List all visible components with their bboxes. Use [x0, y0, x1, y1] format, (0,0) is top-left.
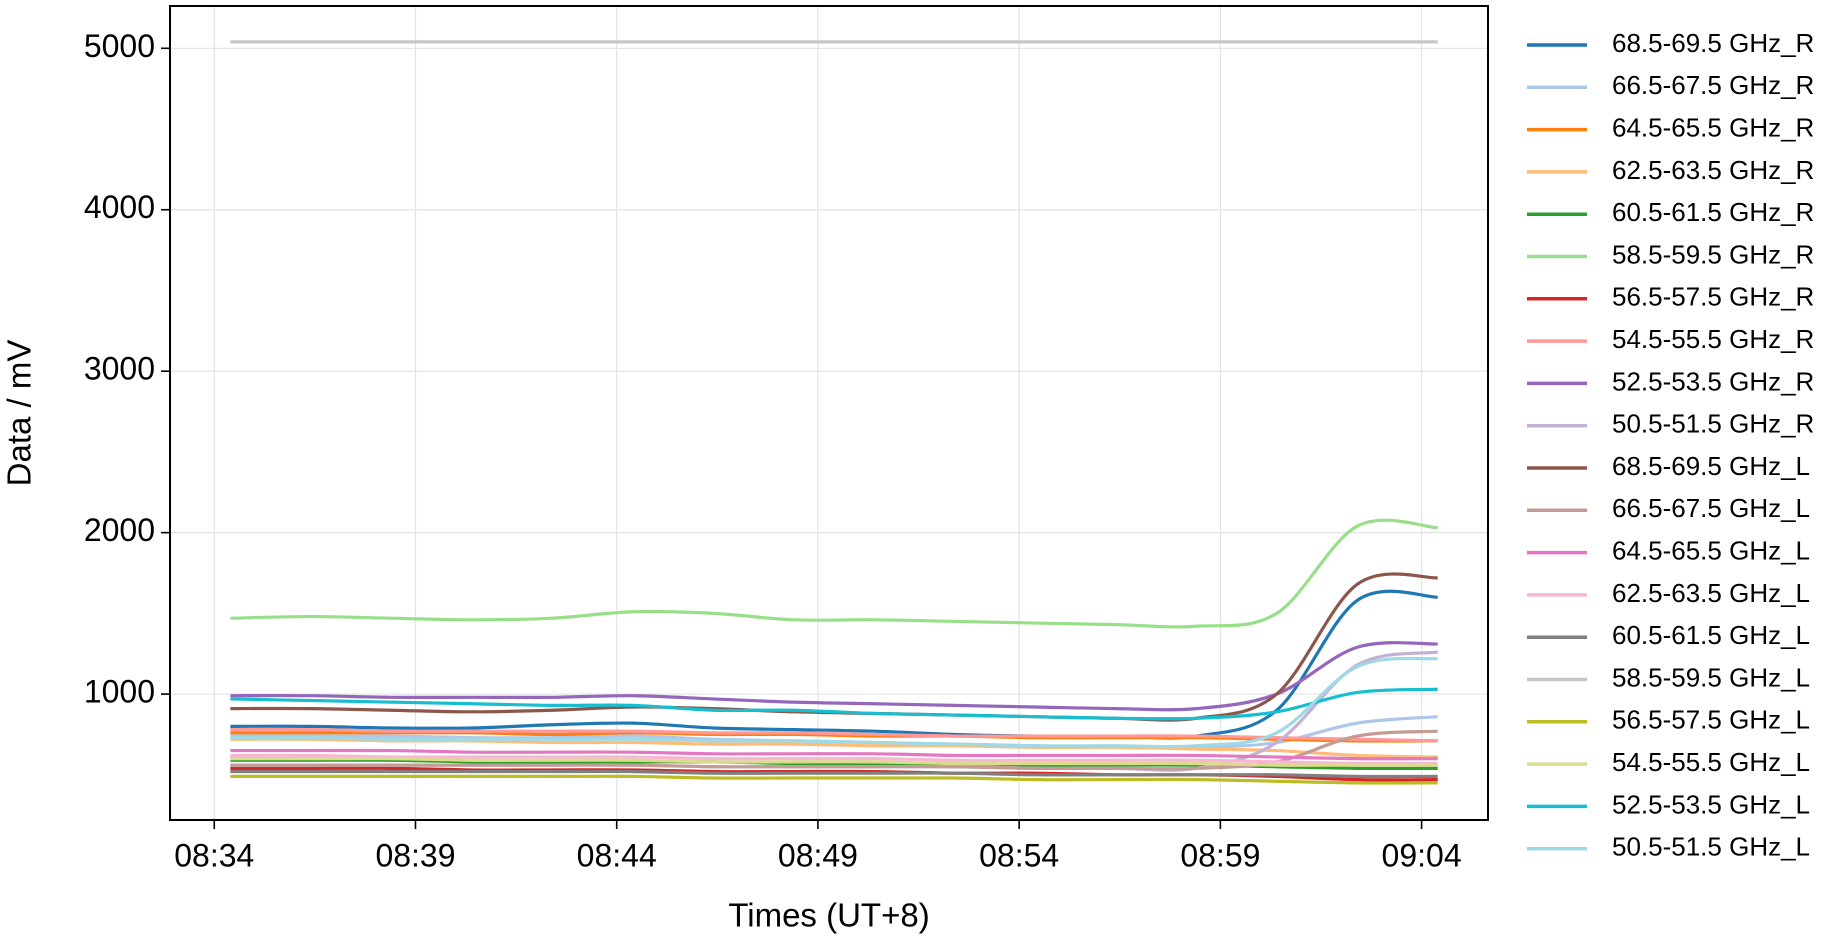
plot-frame	[169, 5, 1489, 821]
data-line	[230, 687, 1438, 721]
legend-label: 66.5-67.5 GHz_R	[1612, 70, 1814, 100]
data-line	[230, 748, 1438, 761]
data-line	[230, 518, 1438, 629]
data-line	[230, 769, 1438, 779]
legend-label: 66.5-67.5 GHz_L	[1612, 493, 1810, 523]
x-tick-label: 08:54	[979, 837, 1059, 873]
x-tick-label: 08:34	[174, 837, 254, 873]
legend-label: 64.5-65.5 GHz_R	[1612, 112, 1814, 142]
y-tick-label: 3000	[84, 351, 155, 387]
y-axis-label: Data / mV	[1, 340, 38, 487]
legend-label: 56.5-57.5 GHz_L	[1612, 705, 1810, 735]
legend-label: 58.5-59.5 GHz_R	[1612, 239, 1814, 269]
x-tick-label: 08:39	[375, 837, 455, 873]
data-line	[230, 589, 1438, 740]
data-line	[230, 727, 1438, 743]
data-line	[230, 774, 1438, 785]
data-line	[230, 756, 1438, 767]
data-line	[230, 641, 1438, 712]
legend-label: 68.5-69.5 GHz_L	[1612, 451, 1810, 481]
legend-label: 68.5-69.5 GHz_R	[1612, 28, 1814, 58]
legend-label: 62.5-63.5 GHz_R	[1612, 155, 1814, 185]
legend-label: 60.5-61.5 GHz_L	[1612, 620, 1810, 650]
x-tick-label: 08:59	[1180, 837, 1260, 873]
legend-label: 54.5-55.5 GHz_L	[1612, 747, 1810, 777]
data-line	[230, 753, 1438, 766]
y-tick-label: 1000	[84, 674, 155, 710]
legend-label: 50.5-51.5 GHz_R	[1612, 409, 1814, 439]
x-tick-label: 09:04	[1382, 837, 1462, 873]
legend-label: 52.5-53.5 GHz_R	[1612, 366, 1814, 396]
legend-label: 58.5-59.5 GHz_L	[1612, 662, 1810, 692]
legend-label: 60.5-61.5 GHz_R	[1612, 197, 1814, 227]
legend-label: 56.5-57.5 GHz_R	[1612, 282, 1814, 312]
y-tick-label: 5000	[84, 28, 155, 64]
x-tick-label: 08:44	[577, 837, 657, 873]
x-axis-label: Times (UT+8)	[728, 897, 929, 934]
data-line	[230, 656, 1438, 749]
legend-label: 54.5-55.5 GHz_R	[1612, 324, 1814, 354]
legend-label: 64.5-65.5 GHz_L	[1612, 535, 1810, 565]
legend-label: 50.5-51.5 GHz_L	[1612, 832, 1810, 862]
y-tick-label: 2000	[84, 512, 155, 548]
y-tick-label: 4000	[84, 189, 155, 225]
x-tick-label: 08:49	[778, 837, 858, 873]
legend-label: 52.5-53.5 GHz_L	[1612, 789, 1810, 819]
legend-label: 62.5-63.5 GHz_L	[1612, 578, 1810, 608]
